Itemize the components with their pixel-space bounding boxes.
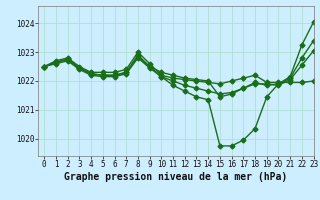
X-axis label: Graphe pression niveau de la mer (hPa): Graphe pression niveau de la mer (hPa) (64, 172, 288, 182)
